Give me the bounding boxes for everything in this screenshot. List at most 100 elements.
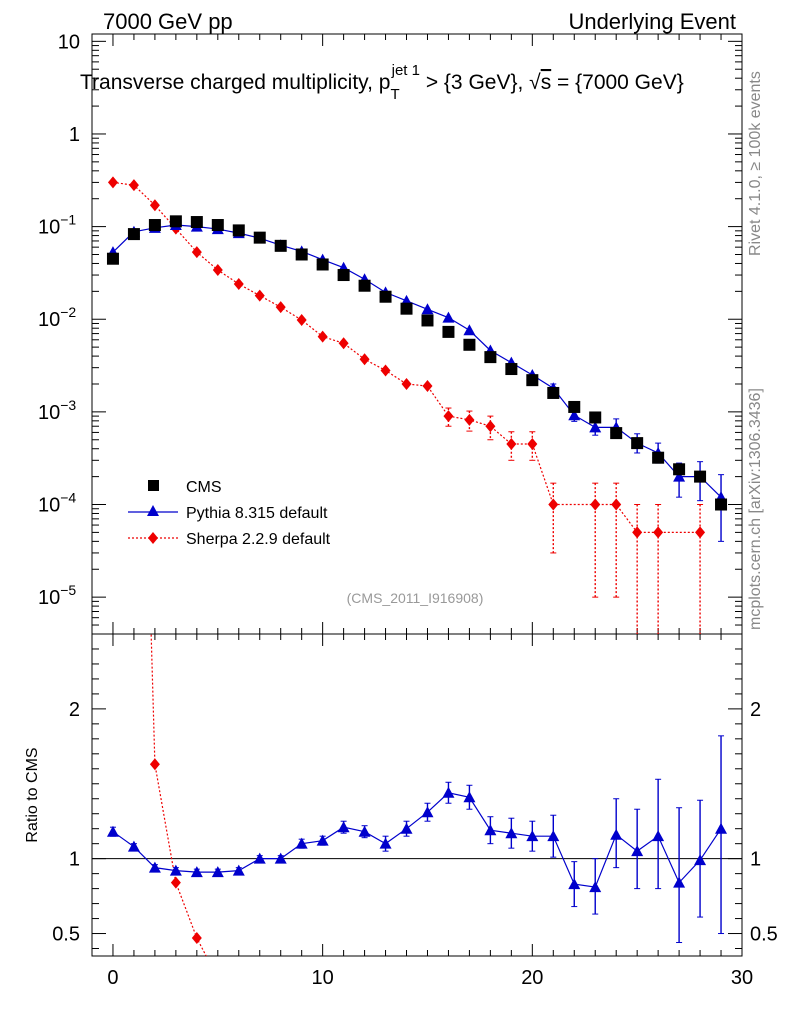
sherpa-point	[632, 526, 643, 539]
y-tick-label-ratio-right: 0.5	[750, 924, 778, 946]
analysis-annotation: (CMS_2011_I916908)	[347, 590, 484, 606]
legend-label-sherpa: Sherpa 2.2.9 default	[186, 531, 331, 548]
pythia-point	[526, 830, 539, 842]
title-sqrt: √	[529, 71, 541, 94]
cms-point	[652, 451, 665, 464]
cms-point	[463, 338, 476, 351]
sherpa-point	[338, 337, 349, 350]
cms-point	[274, 239, 287, 252]
y-tick-label-ratio-right: 2	[750, 699, 761, 721]
pythia-point	[505, 827, 518, 839]
pythia-point	[106, 825, 119, 837]
sherpa-point	[485, 420, 496, 433]
cms-point	[169, 215, 182, 228]
sherpa-point	[275, 301, 286, 314]
sherpa-point	[443, 410, 454, 423]
sherpa-point	[695, 526, 706, 539]
cms-point	[631, 437, 644, 450]
cms-point	[190, 216, 203, 229]
pythia-point	[274, 852, 287, 864]
y-tick-label-main: 10−2	[38, 304, 76, 331]
sherpa-point	[317, 330, 328, 343]
pythia-point	[463, 791, 476, 803]
rivet-label: Rivet 4.1.0, ≥ 100k events	[747, 71, 764, 256]
cms-point	[505, 363, 518, 376]
pythia-line	[112, 224, 722, 498]
pythia-point	[421, 303, 434, 315]
cms-point	[127, 228, 140, 241]
sherpa-point	[107, 176, 118, 189]
pythia-point	[190, 866, 203, 878]
legend-label-pythia: Pythia 8.315 default	[186, 505, 328, 522]
cms-point	[694, 470, 707, 483]
sherpa-point	[464, 413, 475, 426]
pythia-point	[148, 861, 161, 873]
pythia-point	[358, 825, 371, 837]
cms-point	[106, 252, 119, 265]
cms-point	[148, 219, 161, 232]
plot-title: Transverse charged multiplicity, pTjet 1…	[80, 62, 684, 103]
pythia-point	[568, 878, 581, 890]
y-tick-label-ratio: 2	[69, 699, 80, 721]
ratio-panel-frame	[91, 633, 743, 957]
pythia-point	[211, 866, 224, 878]
ratio-series	[92, 634, 742, 984]
pythia-point	[463, 324, 476, 336]
pythia-point	[169, 864, 182, 876]
sherpa-point	[191, 246, 202, 259]
sherpa-point	[170, 876, 181, 889]
sherpa-point	[611, 498, 622, 511]
cms-point	[421, 314, 434, 327]
pythia-point	[232, 864, 245, 876]
cms-point	[442, 325, 455, 338]
y-tick-label-main: 10−4	[38, 490, 76, 517]
sherpa-point	[191, 932, 202, 945]
pythia-point	[547, 830, 560, 842]
header-right: Underlying Event	[568, 9, 736, 34]
legend-marker-cms	[148, 480, 159, 491]
legend: CMS Pythia 8.315 default Sherpa 2.2.9 de…	[128, 479, 331, 548]
cms-point	[211, 219, 224, 232]
x-tick-label: 10	[312, 967, 334, 989]
pythia-point	[379, 837, 392, 849]
title-prefix: Transverse charged multiplicity, p	[80, 71, 390, 94]
sherpa-point	[233, 278, 244, 291]
cms-point	[715, 498, 728, 511]
cms-point	[484, 351, 497, 364]
ratio-ylabel: Ratio to CMS	[24, 747, 41, 842]
pythia-point	[400, 822, 413, 834]
pythia-point	[715, 822, 728, 834]
x-tick-label: 0	[107, 967, 118, 989]
cms-point	[253, 231, 266, 244]
sherpa-point	[213, 972, 223, 984]
title-subscript: T	[390, 86, 399, 103]
y-tick-label-ratio: 1	[69, 849, 80, 871]
main-series	[106, 176, 728, 634]
cms-point	[232, 224, 245, 237]
pythia-point	[421, 806, 434, 818]
sherpa-point	[653, 526, 664, 539]
title-s: s	[541, 71, 552, 94]
pythia-point	[610, 828, 623, 840]
cms-point	[379, 290, 392, 303]
title-suffix: = {7000 GeV}	[551, 71, 684, 94]
mcplots-label: mcplots.cern.ch [arXiv:1306.3436]	[747, 388, 764, 630]
y-tick-label-main: 10	[58, 31, 80, 53]
sherpa-point	[380, 364, 391, 377]
y-tick-label-main: 10−3	[38, 397, 76, 424]
y-tick-label-main: 10−1	[38, 212, 76, 239]
y-tick-label-ratio: 0.5	[52, 924, 80, 946]
pythia-point	[673, 876, 686, 888]
sherpa-point	[590, 498, 601, 511]
pythia-point	[589, 421, 602, 433]
pythia-point	[652, 830, 665, 842]
cms-point	[568, 400, 581, 413]
legend-label-cms: CMS	[186, 479, 222, 496]
legend-marker-sherpa	[148, 532, 158, 544]
pythia-point	[484, 824, 497, 836]
cms-point	[316, 258, 329, 271]
sherpa-point	[296, 314, 307, 327]
pythia-point	[631, 845, 644, 857]
cms-point	[589, 411, 602, 424]
